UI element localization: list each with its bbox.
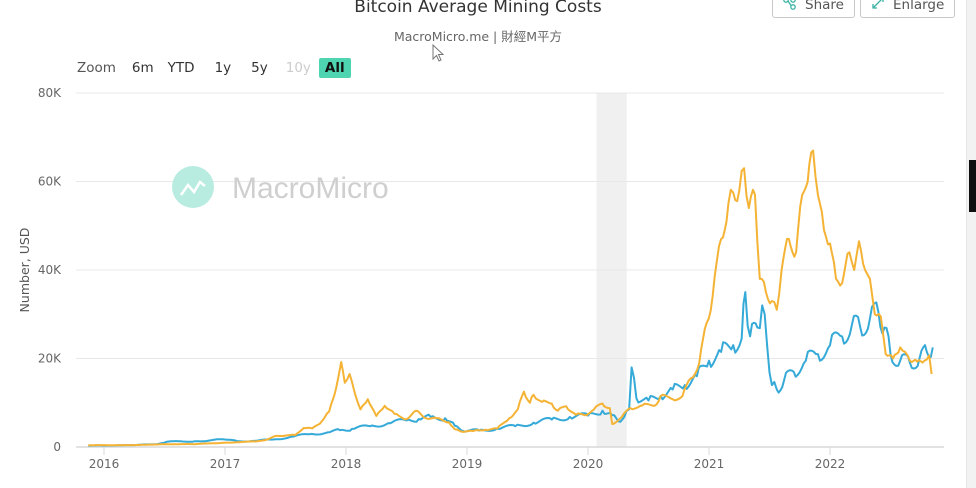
series-line-bitcoin-price xyxy=(88,149,933,447)
x-tick-label: 2016 xyxy=(89,457,120,471)
y-axis-label: Number, USD xyxy=(17,228,32,313)
share-icon xyxy=(783,0,797,14)
watermark-text: MacroMicro xyxy=(232,172,389,205)
y-tick-label: 60K xyxy=(38,175,62,189)
range-button-6m[interactable]: 6m xyxy=(131,60,154,76)
x-tick-label: 2018 xyxy=(331,457,362,471)
y-tick-label: 80K xyxy=(38,86,62,100)
x-tick-label: 2019 xyxy=(452,457,483,471)
chart-title: Bitcoin Average Mining Costs xyxy=(354,0,602,17)
mouse-cursor-icon xyxy=(432,43,446,68)
range-selector: Zoom 6m YTD 1y 5y 10y All xyxy=(77,58,353,78)
range-button-10y: 10y xyxy=(285,60,311,76)
range-button-ytd[interactable]: YTD xyxy=(167,60,195,76)
x-tick-label: 2022 xyxy=(815,457,846,471)
macromicro-logo-icon xyxy=(172,166,214,208)
chart-subtitle: MacroMicro.me | 財經M平方 xyxy=(393,29,563,44)
series-line-mining-cost xyxy=(88,291,934,447)
logo-line-icon xyxy=(179,180,206,196)
enlarge-label: Enlarge xyxy=(893,0,945,13)
x-tick-label: 2021 xyxy=(694,457,725,471)
y-tick-label: 0 xyxy=(53,440,61,454)
watermark: MacroMicro xyxy=(172,166,389,208)
y-tick-label: 40K xyxy=(38,263,62,277)
share-label: Share xyxy=(805,0,844,13)
range-button-1y[interactable]: 1y xyxy=(214,60,232,76)
zoom-label: Zoom xyxy=(77,60,116,76)
x-tick-label: 2020 xyxy=(573,457,604,471)
range-button-5y[interactable]: 5y xyxy=(251,60,268,76)
range-button-all[interactable]: All xyxy=(318,58,351,78)
x-tick-label: 2017 xyxy=(210,457,241,471)
y-tick-label: 20K xyxy=(38,352,62,366)
scrollbar-thumb[interactable] xyxy=(969,160,976,212)
page-scrollbar[interactable] xyxy=(966,0,976,488)
enlarge-button[interactable]: Enlarge xyxy=(860,0,955,18)
expand-arrows-icon xyxy=(871,0,885,14)
share-button[interactable]: Share xyxy=(772,0,855,18)
